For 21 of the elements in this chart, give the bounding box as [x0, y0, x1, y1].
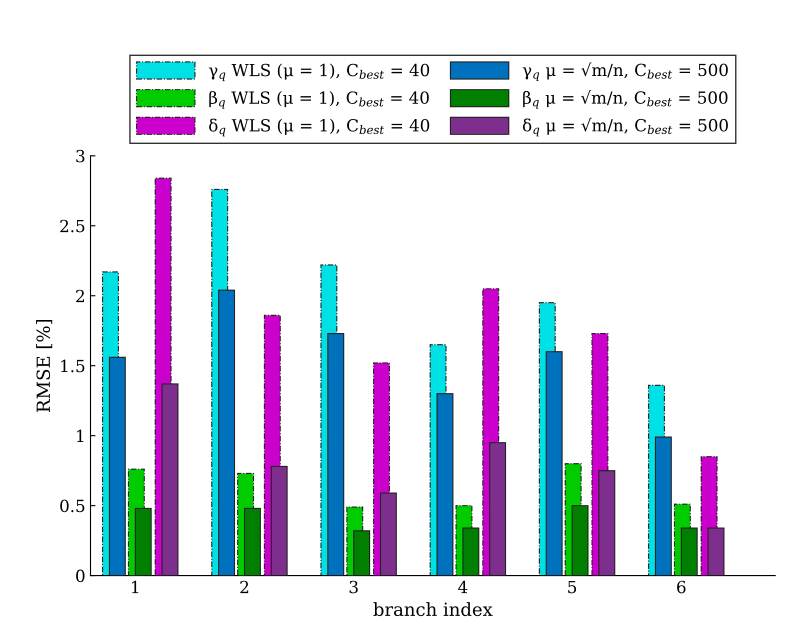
y-tick-label: 1	[77, 430, 84, 442]
legend-label: δ$_{q}$ WLS (μ = 1), C$_{best}$ = 40	[209, 118, 430, 136]
x-tick-label: 2	[240, 580, 248, 594]
legend-label: β$_{q}$ WLS (μ = 1), C$_{best}$ = 40	[209, 90, 429, 109]
y-tick-label: 1.5	[61, 360, 84, 372]
x-tick-label: 6	[677, 580, 686, 594]
x-tick-label: 5	[568, 580, 576, 594]
y-tick-label: 2.5	[60, 220, 84, 232]
legend-label: δ$_{q}$ μ = √m/n, C$_{best}$ = 500	[522, 118, 728, 136]
x-axis-title: branch index	[373, 602, 493, 616]
y-tick-label: 2	[76, 290, 84, 302]
x-tick-label: 4	[458, 580, 468, 594]
legend-label: β$_{q}$ μ = √m/n, C$_{best}$ = 500	[523, 90, 728, 109]
y-axis-title: RMSE [%]	[36, 320, 52, 412]
x-tick-label: 1	[132, 580, 138, 594]
legend-label: γ$_{q}$ μ = √m/n, C$_{best}$ = 500	[522, 62, 728, 81]
y-tick-label: 0.5	[60, 500, 84, 512]
y-tick-label: 0	[76, 570, 85, 582]
x-tick-label: 3	[350, 580, 358, 594]
y-tick-label: 3	[76, 150, 84, 162]
legend-label: γ$_{q}$ WLS (μ = 1), C$_{best}$ = 40	[208, 63, 430, 82]
